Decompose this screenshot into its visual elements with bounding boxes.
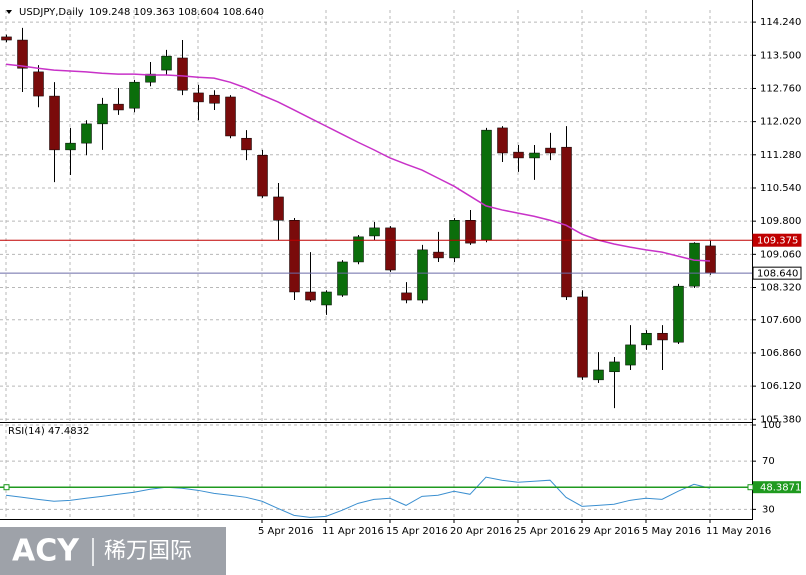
candle-body: [641, 332, 652, 346]
level-marker: [3, 484, 10, 491]
price-label: 109.375: [757, 236, 798, 247]
chart-title: USDJPY,Daily: [19, 7, 84, 18]
candle-body: [225, 96, 236, 137]
candle-body: [577, 296, 588, 378]
level-marker: [747, 484, 754, 491]
candle-body: [305, 291, 316, 301]
x-tick-label: 25 Apr 2016: [514, 526, 576, 537]
y-tick-label: 113.500: [760, 50, 801, 61]
candle-body: [673, 285, 684, 343]
candle-body: [385, 227, 396, 271]
candle-body: [593, 369, 604, 381]
x-tick-label: 11 Apr 2016: [322, 526, 384, 537]
candle-body: [337, 261, 348, 296]
candle-body: [497, 127, 508, 154]
candle-body: [1, 36, 12, 41]
x-tick-label: 5 Apr 2016: [258, 526, 313, 537]
candle-body: [241, 137, 252, 151]
x-tick-label: 15 Apr 2016: [386, 526, 448, 537]
candle-body: [129, 81, 140, 109]
candle-body: [193, 92, 204, 103]
candle-body: [81, 123, 92, 144]
y-tick-label: 112.020: [760, 117, 801, 128]
candle-body: [257, 155, 268, 197]
watermark-name: 稀万国际: [104, 539, 192, 564]
y-tick-label: 100: [762, 420, 781, 431]
menu-arrow: [6, 10, 12, 14]
candle-body: [97, 103, 108, 125]
candle-body: [33, 71, 44, 97]
y-tick-label: 107.600: [760, 315, 801, 326]
y-tick-label: 109.060: [760, 249, 801, 260]
price-label: 108.640: [757, 269, 798, 280]
candle-body: [705, 245, 716, 274]
candle-body: [545, 147, 556, 154]
y-tick-label: 106.860: [760, 348, 801, 359]
x-tick-label: 5 May 2016: [642, 526, 701, 537]
level-label-box: [753, 481, 801, 494]
y-tick-label: 109.800: [760, 216, 801, 227]
y-tick-label: 106.120: [760, 381, 801, 392]
price-label-box: [752, 233, 802, 247]
y-tick-label: 105.380: [760, 414, 801, 425]
watermark-brand: ACY: [12, 534, 80, 569]
candle-body: [625, 344, 636, 366]
price-label-box: [752, 266, 802, 280]
y-tick-label: 70: [762, 456, 775, 467]
candle-body: [433, 251, 444, 259]
candle-body: [145, 73, 156, 83]
candle-body: [369, 227, 380, 237]
candle-body: [529, 152, 540, 159]
candle-body: [657, 332, 668, 341]
candle-body: [161, 55, 172, 71]
candle-body: [609, 361, 620, 373]
candle-body: [209, 94, 220, 104]
watermark-bg: [0, 527, 226, 575]
y-tick-label: 30: [762, 504, 775, 515]
y-tick-label: 111.280: [760, 150, 801, 161]
candle-body: [177, 57, 188, 91]
x-tick-label: 20 Apr 2016: [450, 526, 512, 537]
candle-body: [17, 39, 28, 69]
candle-body: [449, 220, 460, 259]
y-tick-label: 110.540: [760, 183, 801, 194]
ohlc-text: 109.248 109.363 108.604 108.640: [89, 7, 264, 18]
candle-body: [65, 142, 76, 151]
rsi-title: RSI(14) 47.4832: [8, 426, 89, 437]
watermark: ACY 稀万国际: [0, 527, 226, 575]
y-tick-label: 108.320: [760, 283, 801, 294]
candle-body: [513, 151, 524, 159]
candle-body: [465, 220, 476, 244]
level-label: 48.3871: [760, 483, 801, 494]
candle-body: [49, 95, 60, 151]
candle-body: [481, 129, 492, 241]
candle-body: [353, 236, 364, 263]
candle-body: [273, 196, 284, 221]
candle-body: [417, 249, 428, 301]
x-tick-label: 29 Apr 2016: [578, 526, 640, 537]
candle-body: [289, 220, 300, 293]
x-tick-label: 11 May 2016: [706, 526, 771, 537]
candle-body: [689, 242, 700, 287]
rsi-line: [5, 476, 711, 518]
moving-average: [5, 63, 711, 262]
candle-body: [401, 292, 412, 301]
y-tick-label: 112.760: [760, 83, 801, 94]
candle-body: [113, 103, 124, 111]
y-tick-label: 114.240: [760, 17, 801, 28]
candle-body: [321, 291, 332, 306]
candle-body: [561, 146, 572, 298]
